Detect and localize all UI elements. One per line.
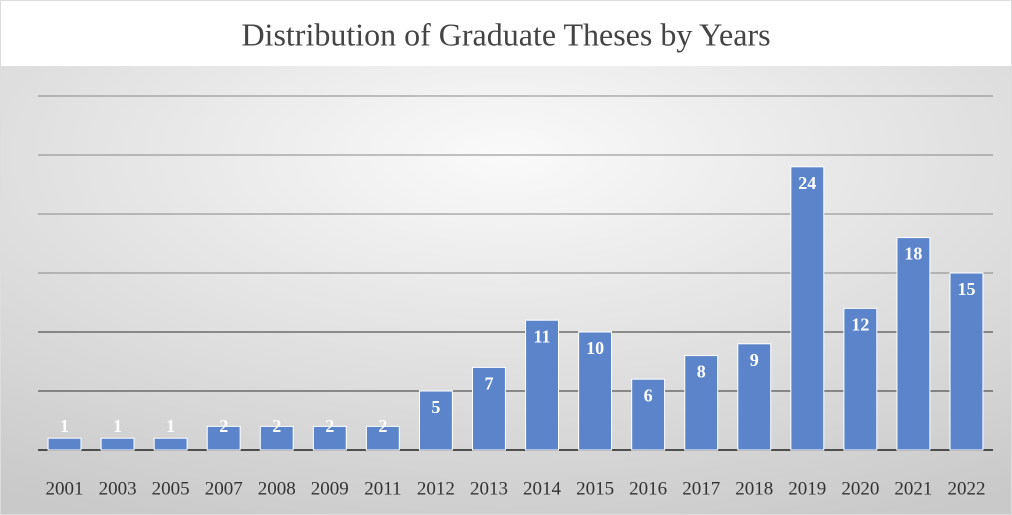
data-label: 6 <box>644 385 653 405</box>
data-label: 2 <box>378 416 387 436</box>
data-label: 2 <box>272 416 281 436</box>
data-label: 18 <box>904 244 922 264</box>
x-tick-label: 2001 <box>46 478 84 499</box>
x-tick-label: 2019 <box>788 478 826 499</box>
x-tick-label: 2014 <box>523 478 562 499</box>
x-tick-label: 2015 <box>576 478 614 499</box>
x-tick-label: 2003 <box>99 478 137 499</box>
x-tick-label: 2018 <box>735 478 773 499</box>
bar <box>790 166 825 451</box>
x-tick-label: 2020 <box>841 478 879 499</box>
data-label: 2 <box>219 416 228 436</box>
bar <box>365 425 400 451</box>
x-tick-label: 2008 <box>258 478 296 499</box>
bar <box>737 343 772 451</box>
data-label: 2 <box>325 416 334 436</box>
bar <box>578 331 613 451</box>
data-label: 7 <box>484 374 493 394</box>
data-label: 11 <box>534 326 551 346</box>
chart-title: Distribution of Graduate Theses by Years <box>241 16 770 52</box>
bar <box>896 237 931 451</box>
x-tick-label: 2007 <box>205 478 243 499</box>
data-label: 8 <box>697 362 706 382</box>
data-label: 1 <box>60 416 69 436</box>
bar <box>259 425 294 451</box>
x-tick-label: 2009 <box>311 478 349 499</box>
x-tick-label: 2013 <box>470 478 508 499</box>
bar <box>47 437 82 451</box>
data-label: 1 <box>113 416 122 436</box>
data-label: 9 <box>750 350 759 370</box>
data-label: 1 <box>166 416 175 436</box>
bar <box>100 437 135 451</box>
bar <box>312 425 347 451</box>
x-tick-label: 2016 <box>629 478 667 499</box>
data-label: 10 <box>586 338 604 358</box>
data-label: 15 <box>957 279 975 299</box>
x-tick-label: 2011 <box>364 478 401 499</box>
bar <box>684 355 719 451</box>
data-label: 12 <box>851 315 869 335</box>
bar <box>631 378 666 451</box>
x-tick-label: 2021 <box>894 478 932 499</box>
x-tick-label: 2005 <box>152 478 190 499</box>
bar <box>153 437 188 451</box>
bar <box>418 390 453 451</box>
data-label: 24 <box>798 173 816 193</box>
bar <box>525 319 559 451</box>
bar <box>472 366 506 451</box>
data-label: 5 <box>431 397 440 417</box>
bar <box>949 272 984 451</box>
bar <box>843 307 878 451</box>
x-tick-label: 2022 <box>947 478 985 499</box>
bar <box>206 425 241 451</box>
x-tick-label: 2012 <box>417 478 455 499</box>
x-tick-label: 2017 <box>682 478 720 499</box>
